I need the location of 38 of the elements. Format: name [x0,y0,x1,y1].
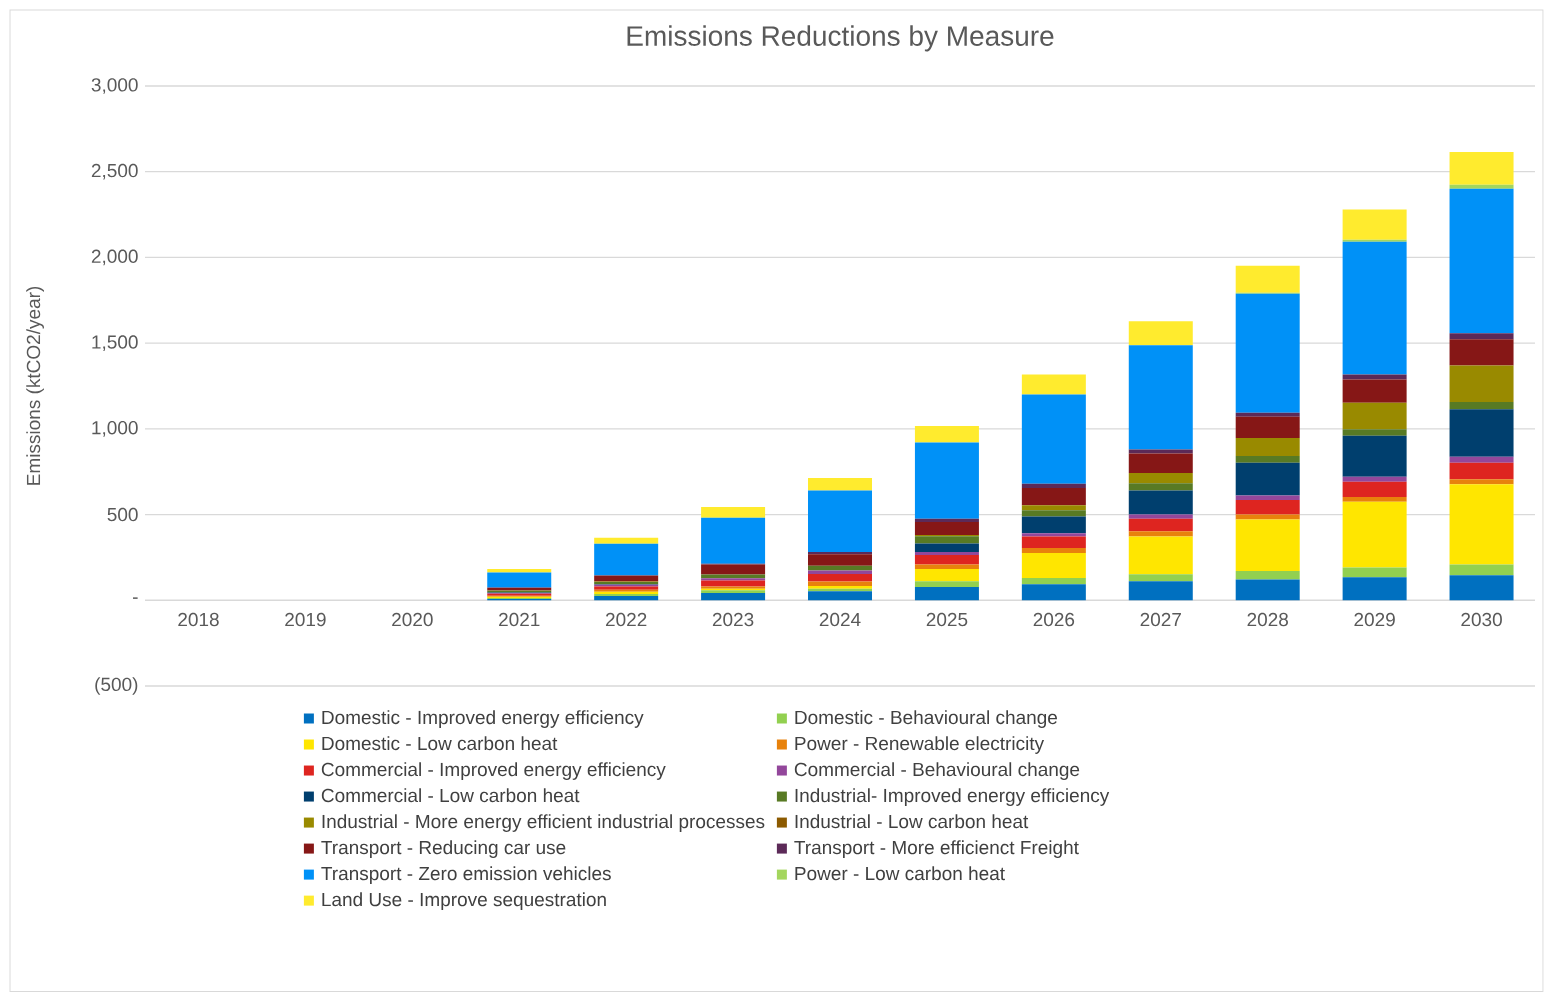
x-tick-label: 2028 [1247,612,1288,627]
legend-label: Transport - Reducing car use [321,840,566,858]
x-tick-label: 2021 [499,612,540,627]
legend-label: Transport - Zero emission vehicles [321,866,611,884]
legend-label: Commercial - Low carbon heat [321,788,580,803]
x-tick-label: 2026 [1033,612,1075,627]
legend-label: Industrial - More energy efficient industrial processes [322,814,765,832]
x-tick-label: 2024 [819,612,861,627]
y-tick-label: 2,500 [91,163,138,180]
legend-label: Domestic - Improved energy efficiency [322,710,644,728]
x-tick-label: 2018 [178,612,219,627]
legend-label: Domestic - Low carbon heat [322,736,558,751]
legend-label: Transport - More efficienct Freight [794,840,1079,858]
x-tick-label: 2023 [712,612,754,627]
y-tick-label: (500) [95,677,138,695]
x-tick-label: 2022 [605,612,647,627]
y-tick-label: 500 [107,507,138,522]
y-tick-label: - [133,597,138,599]
y-tick-label: 2,000 [91,249,138,266]
y-axis-title: Emissions (ktCO2/year) [26,286,44,485]
x-tick-label: 2020 [392,612,433,627]
y-tick-label: 1,000 [92,420,138,437]
y-tick-label: 3,000 [91,78,138,94]
legend-label: Commercial - Behavioural change [794,762,1080,780]
legend-label: Commercial - Improved energy efficiency [321,762,666,780]
legend-label: Power - Low carbon heat [795,866,1005,881]
x-tick-label: 2019 [285,612,326,627]
legend-label: Power - Renewable electricity [795,736,1045,754]
x-tick-label: 2025 [926,612,968,627]
legend-label: Domestic - Behavioural change [795,710,1058,728]
chart-title: Emissions Reductions by Measure [627,25,1054,52]
y-tick-label: 1,500 [92,335,138,351]
legend-label: Industrial - Low carbon heat [795,814,1029,829]
legend-label: Industrial- Improved energy efficiency [795,788,1110,806]
legend-label: Land Use - Improve sequestration [322,892,606,911]
x-tick-label: 2029 [1354,612,1395,627]
x-tick-label: 2030 [1461,612,1502,627]
x-tick-label: 2027 [1140,612,1181,627]
